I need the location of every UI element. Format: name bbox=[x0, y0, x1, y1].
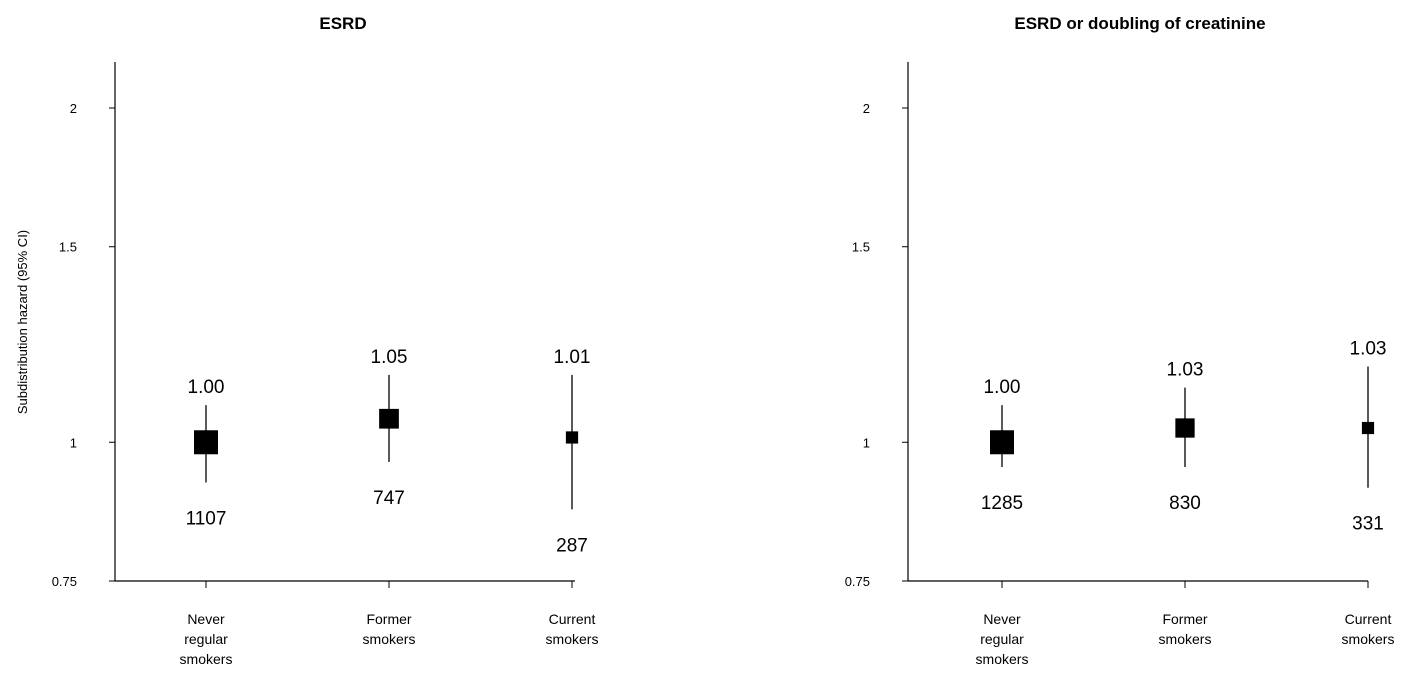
estimate-marker bbox=[1361, 421, 1375, 435]
estimate-label: 1.03 bbox=[1350, 339, 1387, 360]
estimate-marker bbox=[1175, 418, 1195, 438]
y-tick-label: 0.75 bbox=[52, 574, 77, 589]
estimate-marker bbox=[565, 431, 579, 444]
category-label: Former smokers bbox=[363, 611, 416, 647]
y-axis-label: Subdistribution hazard (95% CI) bbox=[15, 230, 30, 414]
category-label-line: smokers bbox=[180, 651, 233, 667]
category-label-line: Current bbox=[549, 611, 596, 627]
count-label: 830 bbox=[1169, 493, 1201, 514]
category-label-line: smokers bbox=[1342, 631, 1395, 647]
panel-esrd-or-doubling: ESRD or doubling of creatinine 0.75 1 1.5 2… bbox=[845, 14, 1395, 667]
count-label: 747 bbox=[373, 488, 405, 509]
panel-esrd: ESRD 0.75 1 1.5 2 1.00 1107 1.05 747 1.01 287 Ne… bbox=[52, 14, 599, 667]
category-label-line: smokers bbox=[1159, 631, 1212, 647]
category-label: Current smokers bbox=[1342, 611, 1395, 647]
category-label: Current smokers bbox=[546, 611, 599, 647]
y-tick-label: 1 bbox=[863, 435, 870, 450]
count-label: 287 bbox=[556, 535, 588, 556]
y-tick-label: 1.5 bbox=[59, 240, 77, 255]
category-label: Never regular smokers bbox=[180, 611, 233, 667]
estimate-label: 1.01 bbox=[554, 347, 591, 368]
category-label-line: regular bbox=[184, 631, 228, 647]
count-label: 331 bbox=[1352, 514, 1384, 535]
category-label-line: regular bbox=[980, 631, 1024, 647]
category-label-line: smokers bbox=[976, 651, 1029, 667]
y-tick-label: 2 bbox=[70, 101, 77, 116]
estimate-label: 1.00 bbox=[188, 377, 225, 398]
estimate-label: 1.05 bbox=[371, 347, 408, 368]
category-label-line: Never bbox=[983, 611, 1021, 627]
estimate-marker bbox=[194, 430, 218, 455]
plot-area: 1.00 1285 1.03 830 1.03 331 bbox=[981, 339, 1387, 535]
category-label-line: Never bbox=[187, 611, 225, 627]
x-axis: Never regular smokers Former smokers Current s… bbox=[908, 580, 1395, 667]
estimate-label: 1.03 bbox=[1167, 360, 1204, 381]
category-label: Former smokers bbox=[1159, 611, 1212, 647]
category-label-line: Former bbox=[1162, 611, 1207, 627]
category-label-line: smokers bbox=[363, 631, 416, 647]
panel-title: ESRD bbox=[319, 14, 366, 33]
estimate-marker bbox=[379, 408, 399, 429]
y-tick-label: 0.75 bbox=[845, 574, 870, 589]
y-tick-label: 1 bbox=[70, 435, 77, 450]
category-label-line: smokers bbox=[546, 631, 599, 647]
count-label: 1285 bbox=[981, 493, 1023, 514]
y-tick-label: 1.5 bbox=[852, 240, 870, 255]
category-label-line: Former bbox=[366, 611, 411, 627]
y-tick-label: 2 bbox=[863, 101, 870, 116]
estimate-marker bbox=[990, 430, 1014, 455]
x-axis: Never regular smokers Former smokers Current s… bbox=[115, 580, 599, 667]
y-ticks: 0.75 1 1.5 2 bbox=[845, 101, 908, 589]
estimate-label: 1.00 bbox=[984, 377, 1021, 398]
count-label: 1107 bbox=[186, 508, 227, 529]
panel-title: ESRD or doubling of creatinine bbox=[1014, 14, 1265, 33]
category-label-line: Current bbox=[1345, 611, 1392, 627]
plot-area: 1.00 1107 1.05 747 1.01 287 bbox=[186, 347, 591, 557]
y-ticks: 0.75 1 1.5 2 bbox=[52, 101, 115, 589]
category-label: Never regular smokers bbox=[976, 611, 1029, 667]
